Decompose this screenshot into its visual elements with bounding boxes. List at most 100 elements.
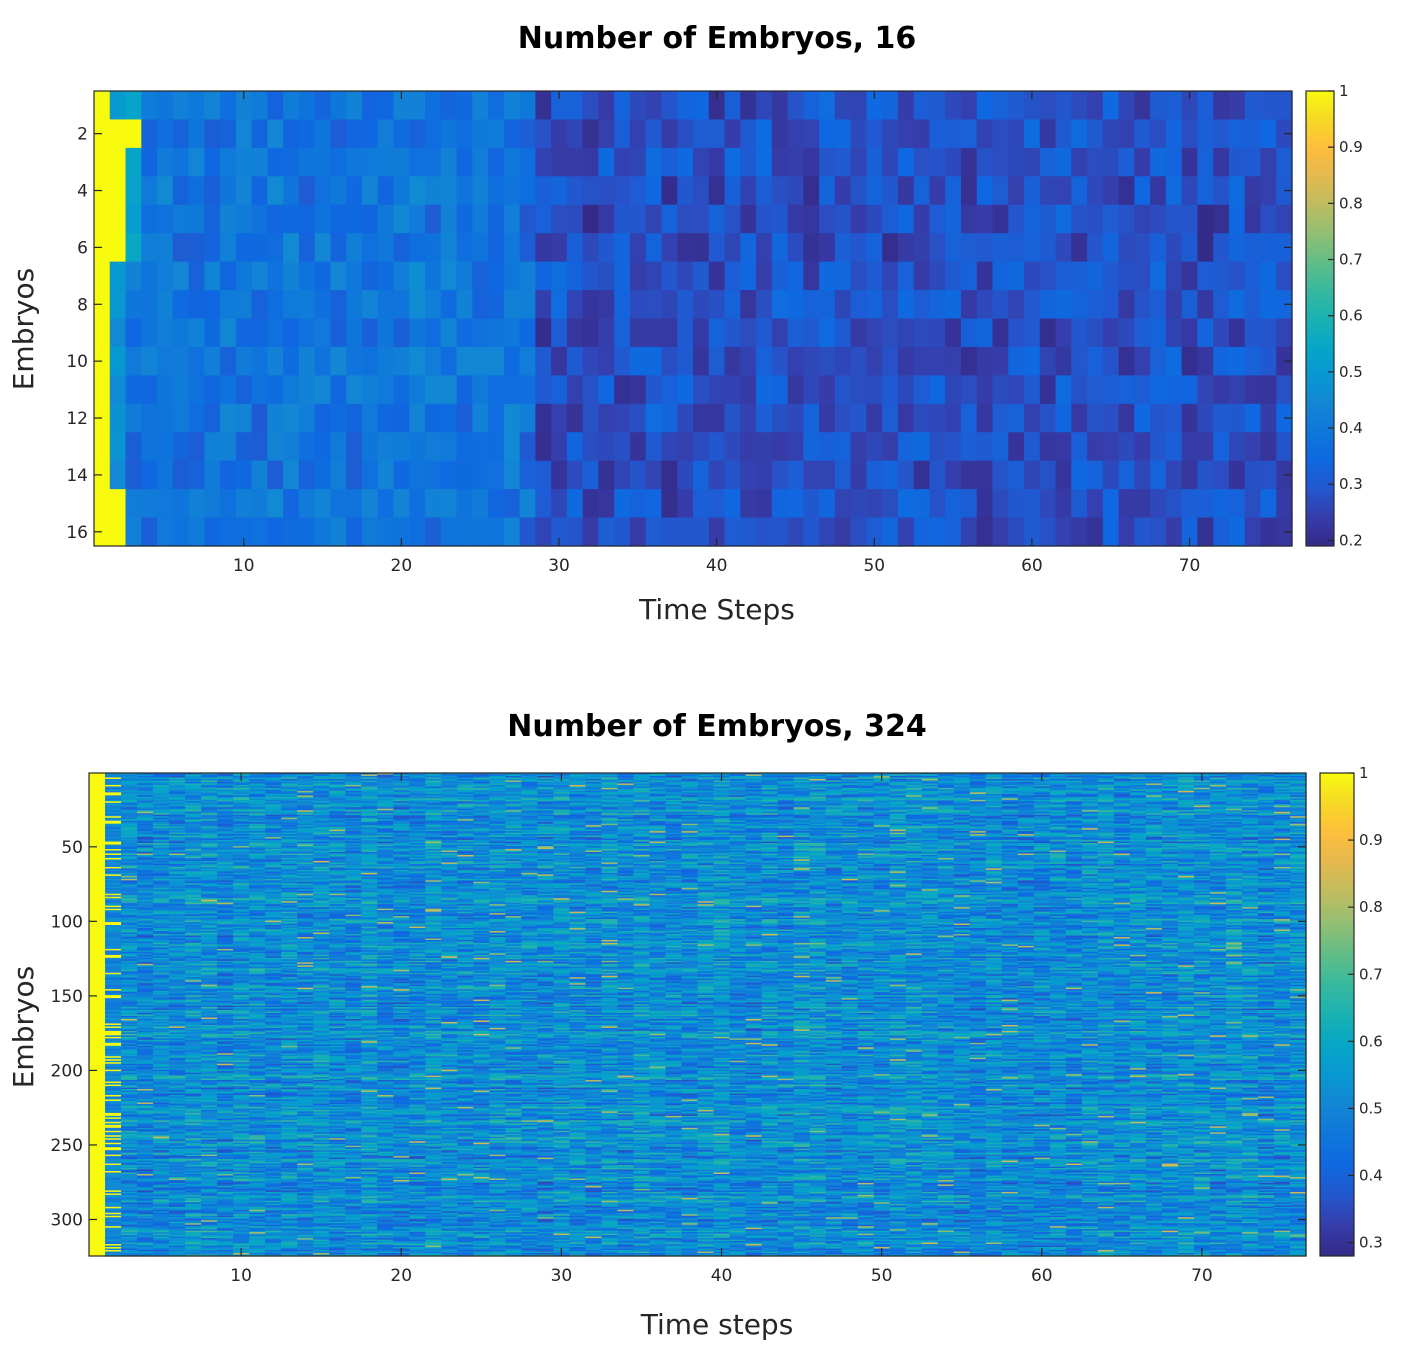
heatmap-cell — [265, 808, 282, 811]
heatmap-cell — [537, 778, 554, 782]
heatmap-cell — [297, 792, 314, 795]
heatmap-cell — [1134, 119, 1151, 149]
heatmap-cell — [665, 808, 683, 811]
heatmap-cell — [756, 432, 773, 462]
heatmap-cell — [677, 147, 694, 177]
heatmap-cell — [882, 290, 899, 320]
heatmap-cell — [1161, 792, 1179, 795]
heatmap-cell — [346, 375, 363, 405]
heatmap-cell — [505, 813, 522, 816]
heatmap-cell — [1145, 807, 1163, 810]
heatmap-cell — [819, 489, 836, 519]
heatmap-cell — [330, 403, 347, 433]
heatmap-cell — [220, 346, 237, 376]
heatmap-cell — [94, 233, 111, 263]
heatmap-cell — [661, 346, 678, 376]
heatmap-cell — [1244, 318, 1262, 348]
heatmap-cell — [803, 290, 820, 320]
heatmap-cell — [857, 793, 875, 796]
heatmap-cell — [1161, 793, 1179, 796]
heatmap-cell — [713, 799, 731, 802]
heatmap-cell — [519, 375, 536, 405]
heatmap-cell — [1033, 790, 1051, 793]
heatmap-cell — [251, 147, 268, 177]
heatmap-cell — [204, 233, 221, 263]
heatmap-cell — [1193, 799, 1211, 802]
heatmap-cell — [1102, 261, 1120, 291]
heatmap-cell — [172, 261, 190, 291]
heatmap-cell — [1241, 819, 1259, 822]
heatmap-cell — [569, 790, 586, 793]
heatmap-cell — [985, 819, 1003, 822]
heatmap-cell — [519, 460, 536, 490]
heatmap-cell — [1145, 786, 1163, 789]
heatmap-cell — [89, 780, 106, 783]
heatmap-cell — [1087, 403, 1104, 433]
heatmap-cell — [1001, 802, 1019, 805]
heatmap-cell — [649, 783, 667, 786]
heatmap-cell — [137, 816, 154, 819]
heatmap-cell — [298, 204, 316, 234]
heatmap-cell — [1225, 814, 1243, 817]
heatmap-cell — [969, 774, 987, 777]
heatmap-cell — [441, 798, 458, 801]
heatmap-cell — [566, 432, 584, 462]
heatmap-cell — [1113, 778, 1131, 782]
heatmap-cell — [1260, 176, 1277, 206]
heatmap-cell — [1289, 790, 1307, 793]
heatmap-cell — [960, 204, 978, 234]
heatmap-cell — [537, 784, 554, 788]
heatmap-cell — [681, 774, 699, 777]
heatmap-cell — [220, 91, 237, 121]
heatmap-cell — [649, 784, 667, 788]
heatmap-cell — [617, 796, 635, 799]
heatmap-cell — [267, 176, 284, 206]
heatmap-cell — [1024, 261, 1041, 291]
heatmap-cell — [265, 774, 282, 777]
heatmap-cell — [1017, 786, 1035, 789]
heatmap-cell — [809, 795, 827, 798]
heatmap-cell — [585, 777, 603, 780]
heatmap-cell — [601, 804, 619, 807]
heatmap-cell — [633, 807, 651, 810]
heatmap-cell — [1177, 783, 1195, 786]
heatmap-cell — [697, 813, 715, 816]
heatmap-cell — [105, 817, 122, 820]
heatmap-cell — [1033, 780, 1051, 783]
heatmap-cell — [953, 787, 971, 790]
heatmap-cell — [1118, 318, 1135, 348]
heatmap-cell — [960, 91, 978, 121]
heatmap-cell — [377, 780, 394, 783]
heatmap-cell — [345, 817, 362, 820]
heatmap-cell — [94, 91, 111, 121]
heatmap-cell — [217, 813, 234, 816]
heatmap-cell — [777, 808, 795, 811]
heatmap-cell — [601, 774, 619, 777]
heatmap-cell — [1055, 119, 1072, 149]
heatmap-cell — [137, 820, 154, 823]
heatmap-cell — [1081, 789, 1099, 792]
heatmap-cell — [265, 780, 282, 783]
heatmap-cell — [330, 233, 347, 263]
heatmap-cell — [425, 792, 442, 795]
heatmap-cell — [834, 489, 852, 519]
heatmap-cell — [313, 804, 330, 807]
heatmap-cell — [1081, 787, 1099, 790]
heatmap-cell — [897, 346, 915, 376]
heatmap-cell — [185, 786, 202, 789]
heatmap-cell — [233, 780, 250, 783]
heatmap-cell — [1081, 802, 1099, 805]
heatmap-cell — [905, 801, 923, 804]
heatmap-cell — [505, 789, 522, 792]
heatmap-cell — [121, 774, 138, 777]
heatmap-cell — [1145, 817, 1163, 820]
heatmap-cell — [761, 775, 779, 779]
heatmap-cell — [921, 798, 939, 801]
heatmap-cell — [598, 176, 615, 206]
heatmap-cell — [393, 789, 410, 792]
heatmap-cell — [1129, 805, 1147, 808]
heatmap-cell — [1209, 783, 1227, 786]
colorbar-tick-label: 0.6 — [1339, 307, 1363, 325]
heatmap-cell — [346, 91, 363, 121]
heatmap-cell — [761, 784, 779, 788]
